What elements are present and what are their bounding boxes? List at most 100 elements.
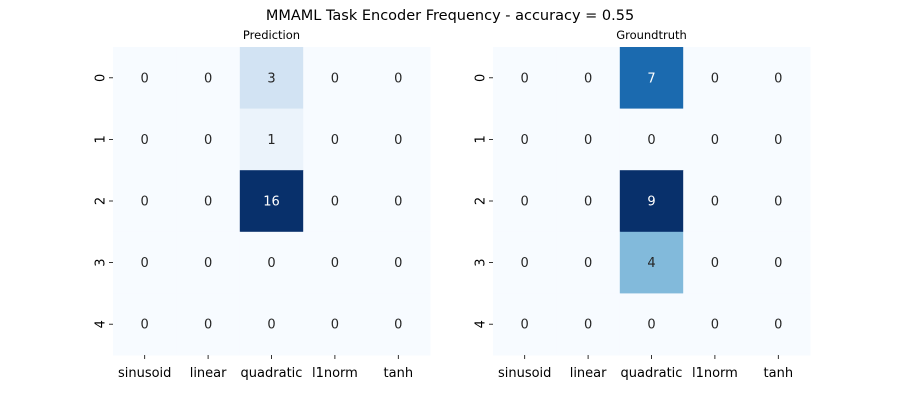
heatmap-cell-0-4 xyxy=(366,47,431,110)
heatmap-cell-label-0-2: 3 xyxy=(267,71,275,86)
heatmap-cell-2-4 xyxy=(746,170,811,233)
heatmap-cell-4-1 xyxy=(176,293,241,356)
heatmap-cell-label-2-1: 0 xyxy=(584,195,592,210)
heatmap-cell-0-3 xyxy=(683,47,748,110)
heatmap-cell-label-3-4: 0 xyxy=(774,256,782,271)
heatmap-cell-3-0 xyxy=(113,231,177,294)
heatmap-cell-label-3-3: 0 xyxy=(711,256,719,271)
x-tick-label: linear xyxy=(570,366,607,381)
heatmap-cell-label-2-4: 0 xyxy=(774,195,782,210)
heatmap-cell-label-0-3: 0 xyxy=(331,71,339,86)
y-tick-label: 0 xyxy=(94,74,109,82)
heatmap-cell-4-0 xyxy=(113,293,177,356)
heatmap-cell-label-3-4: 0 xyxy=(394,256,402,271)
heatmap-cell-label-2-2: 16 xyxy=(263,195,280,210)
heatmap-cell-label-1-0: 0 xyxy=(521,133,529,148)
heatmap-cell-2-1 xyxy=(556,170,621,233)
y-tick-label: 3 xyxy=(94,258,109,266)
heatmap-cell-label-2-3: 0 xyxy=(331,195,339,210)
heatmap-cell-label-2-3: 0 xyxy=(711,195,719,210)
heatmap-cell-3-2 xyxy=(619,231,684,294)
heatmap-cell-label-4-2: 0 xyxy=(647,318,655,333)
heatmap-cell-label-4-1: 0 xyxy=(204,318,212,333)
y-tick-label: 4 xyxy=(94,320,109,328)
heatmap-cell-label-4-0: 0 xyxy=(521,318,529,333)
heatmap-cell-3-0 xyxy=(493,231,557,294)
heatmap-cell-3-4 xyxy=(366,231,431,294)
x-tick-label: l1norm xyxy=(692,366,738,381)
heatmap-cell-4-0 xyxy=(493,293,557,356)
heatmap-cell-label-2-0: 0 xyxy=(521,195,529,210)
heatmap-cell-label-1-2: 0 xyxy=(647,133,655,148)
heatmap-cell-3-1 xyxy=(176,231,241,294)
heatmap-cell-0-0 xyxy=(113,47,177,110)
heatmap-cell-4-2 xyxy=(239,293,304,356)
heatmap-cell-4-2 xyxy=(619,293,684,356)
figure-suptitle: MMAML Task Encoder Frequency - accuracy … xyxy=(266,8,634,24)
heatmap-cell-label-2-0: 0 xyxy=(141,195,149,210)
heatmap-cell-3-4 xyxy=(746,231,811,294)
heatmap-cell-label-2-2: 9 xyxy=(647,195,655,210)
heatmap-cell-label-1-1: 0 xyxy=(204,133,212,148)
heatmap-cell-label-0-2: 7 xyxy=(647,71,655,86)
heatmap-cell-1-1 xyxy=(556,108,621,171)
heatmap-cell-label-1-2: 1 xyxy=(267,133,275,148)
y-tick-label: 2 xyxy=(94,197,109,205)
x-tick-label: l1norm xyxy=(312,366,358,381)
heatmap-cell-label-0-1: 0 xyxy=(204,71,212,86)
heatmap-cell-0-0 xyxy=(493,47,557,110)
heatmap-cell-label-1-3: 0 xyxy=(331,133,339,148)
x-tick-label: sinusoid xyxy=(118,366,171,381)
heatmap-cell-0-2 xyxy=(619,47,684,110)
heatmap-cell-label-3-3: 0 xyxy=(331,256,339,271)
heatmap-cell-2-3 xyxy=(683,170,748,233)
y-tick-label: 4 xyxy=(474,320,489,328)
x-tick-label: sinusoid xyxy=(498,366,551,381)
heatmap-cell-label-3-2: 0 xyxy=(267,256,275,271)
heatmap-cell-4-4 xyxy=(746,293,811,356)
heatmap-cell-3-3 xyxy=(303,231,368,294)
x-tick-label: linear xyxy=(190,366,227,381)
heatmap-cell-label-3-0: 0 xyxy=(141,256,149,271)
heatmap-cell-4-4 xyxy=(366,293,431,356)
y-tick-label: 2 xyxy=(474,197,489,205)
heatmap-cell-label-3-2: 4 xyxy=(647,256,655,271)
heatmap-cell-0-3 xyxy=(303,47,368,110)
heatmap-title: Prediction xyxy=(243,28,300,42)
heatmap-cell-2-3 xyxy=(303,170,368,233)
heatmap-cell-label-0-3: 0 xyxy=(711,71,719,86)
heatmap-cell-label-3-1: 0 xyxy=(584,256,592,271)
heatmap-cell-1-2 xyxy=(619,108,684,171)
heatmap-cell-0-2 xyxy=(239,47,304,110)
heatmap-cell-4-3 xyxy=(683,293,748,356)
heatmap-cell-2-4 xyxy=(366,170,431,233)
heatmap-cell-label-3-1: 0 xyxy=(204,256,212,271)
heatmap-cell-1-3 xyxy=(683,108,748,171)
y-tick-label: 1 xyxy=(94,135,109,143)
heatmap-cell-1-2 xyxy=(239,108,304,171)
heatmap-cell-label-4-3: 0 xyxy=(711,318,719,333)
heatmap-cell-4-3 xyxy=(303,293,368,356)
heatmap-cell-label-4-4: 0 xyxy=(394,318,402,333)
y-tick-label: 0 xyxy=(474,74,489,82)
heatmap-cell-label-2-1: 0 xyxy=(204,195,212,210)
heatmap-cell-label-1-0: 0 xyxy=(141,133,149,148)
heatmap-cell-label-4-1: 0 xyxy=(584,318,592,333)
x-tick-label: quadratic xyxy=(241,366,303,381)
heatmap-title: Groundtruth xyxy=(616,28,687,42)
heatmap-cell-0-1 xyxy=(556,47,621,110)
heatmap-cell-1-4 xyxy=(746,108,811,171)
heatmap-cell-label-4-4: 0 xyxy=(774,318,782,333)
heatmap-cell-label-0-1: 0 xyxy=(584,71,592,86)
x-tick-label: tanh xyxy=(764,366,794,381)
heatmap-cell-label-1-4: 0 xyxy=(774,133,782,148)
heatmap-cell-2-2 xyxy=(619,170,684,233)
heatmap-cell-0-1 xyxy=(176,47,241,110)
heatmap-cell-2-2 xyxy=(239,170,304,233)
heatmap-cell-0-4 xyxy=(746,47,811,110)
heatmap-cell-label-0-4: 0 xyxy=(774,71,782,86)
heatmap-cell-label-4-0: 0 xyxy=(141,318,149,333)
heatmap-cell-2-0 xyxy=(493,170,557,233)
heatmap-cell-label-0-4: 0 xyxy=(394,71,402,86)
